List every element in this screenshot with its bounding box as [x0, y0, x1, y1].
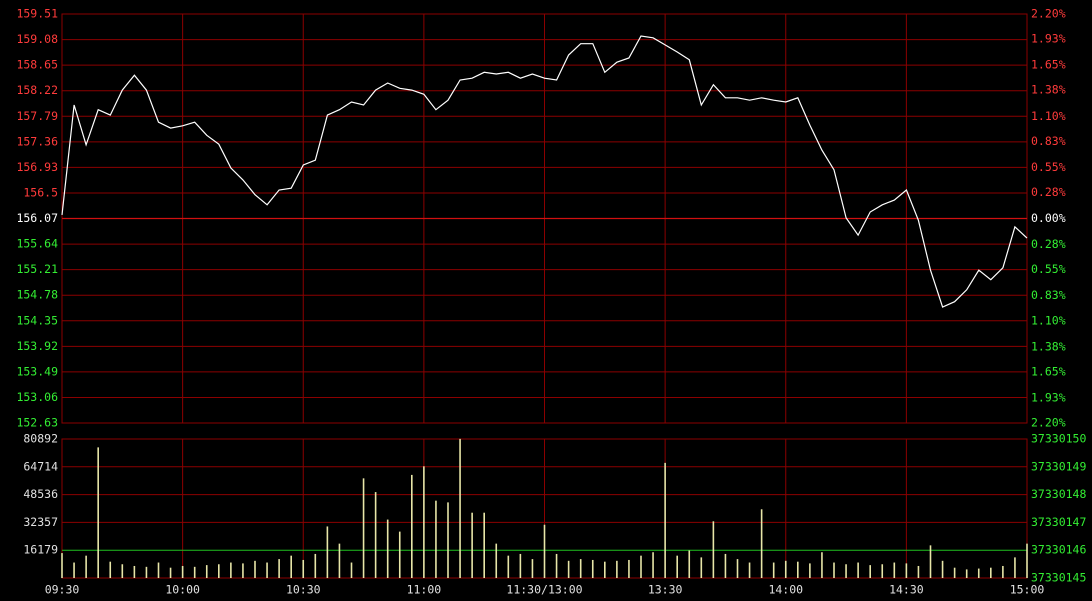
y-tick-label: 153.49 [16, 364, 58, 378]
x-tick-label: 10:00 [165, 583, 200, 597]
y2-tick-label: 1.10% [1031, 109, 1066, 123]
y2-tick-label: 1.93% [1031, 32, 1066, 46]
y2-tick-label: 0.83% [1031, 134, 1066, 148]
y-tick-label: 153.06 [16, 390, 58, 404]
y2-tick-label: 37330148 [1031, 487, 1086, 501]
y-tick-label: 154.35 [16, 313, 58, 327]
y2-tick-label: 2.20% [1031, 7, 1066, 21]
y-tick-label: 152.63 [16, 416, 58, 430]
y-tick-label: 156.5 [23, 185, 58, 199]
y-tick-label: 64714 [23, 459, 58, 473]
x-tick-label: 11:30/13:00 [506, 583, 582, 597]
y2-tick-label: 37330150 [1031, 432, 1086, 446]
y-tick-label: 158.65 [16, 58, 58, 72]
y2-tick-label: 37330147 [1031, 515, 1086, 529]
y-tick-label: 155.21 [16, 262, 58, 276]
y2-tick-label: 1.38% [1031, 339, 1066, 353]
y-tick-label: 157.79 [16, 109, 58, 123]
y2-tick-label: 0.55% [1031, 262, 1066, 276]
y-tick-label: 16179 [23, 543, 58, 557]
x-tick-label: 09:30 [45, 583, 80, 597]
y2-tick-label: 1.38% [1031, 83, 1066, 97]
y-tick-label: 156.07 [16, 211, 58, 225]
y2-tick-label: 1.10% [1031, 313, 1066, 327]
y-tick-label: 156.93 [16, 160, 58, 174]
y2-tick-label: 0.55% [1031, 160, 1066, 174]
x-tick-label: 10:30 [286, 583, 321, 597]
y-tick-label: 153.92 [16, 339, 58, 353]
y2-tick-label: 37330146 [1031, 543, 1086, 557]
y-tick-label: 48536 [23, 487, 58, 501]
y2-tick-label: 0.83% [1031, 288, 1066, 302]
y-tick-label: 159.51 [16, 7, 58, 21]
y-tick-label: 154.78 [16, 288, 58, 302]
price-line [61, 35, 1028, 308]
y2-tick-label: 0.28% [1031, 237, 1066, 251]
y2-tick-label: 2.20% [1031, 416, 1066, 430]
y-tick-label: 155.64 [16, 237, 58, 251]
y2-tick-label: 37330145 [1031, 571, 1086, 585]
y-tick-label: 32357 [23, 515, 58, 529]
y-tick-label: 80892 [23, 432, 58, 446]
y2-tick-label: 1.93% [1031, 390, 1066, 404]
x-tick-label: 13:30 [648, 583, 683, 597]
y2-tick-label: 37330149 [1031, 459, 1086, 473]
y2-tick-label: 1.65% [1031, 58, 1066, 72]
y2-tick-label: 0.28% [1031, 185, 1066, 199]
y-tick-label: 158.22 [16, 83, 58, 97]
y-tick-label: 159.08 [16, 32, 58, 46]
x-tick-label: 14:30 [889, 583, 924, 597]
y2-tick-label: 0.00% [1031, 211, 1066, 225]
x-tick-label: 15:00 [1010, 583, 1045, 597]
x-tick-label: 11:00 [407, 583, 442, 597]
y-tick-label: 157.36 [16, 134, 58, 148]
y2-tick-label: 1.65% [1031, 364, 1066, 378]
x-tick-label: 14:00 [768, 583, 803, 597]
